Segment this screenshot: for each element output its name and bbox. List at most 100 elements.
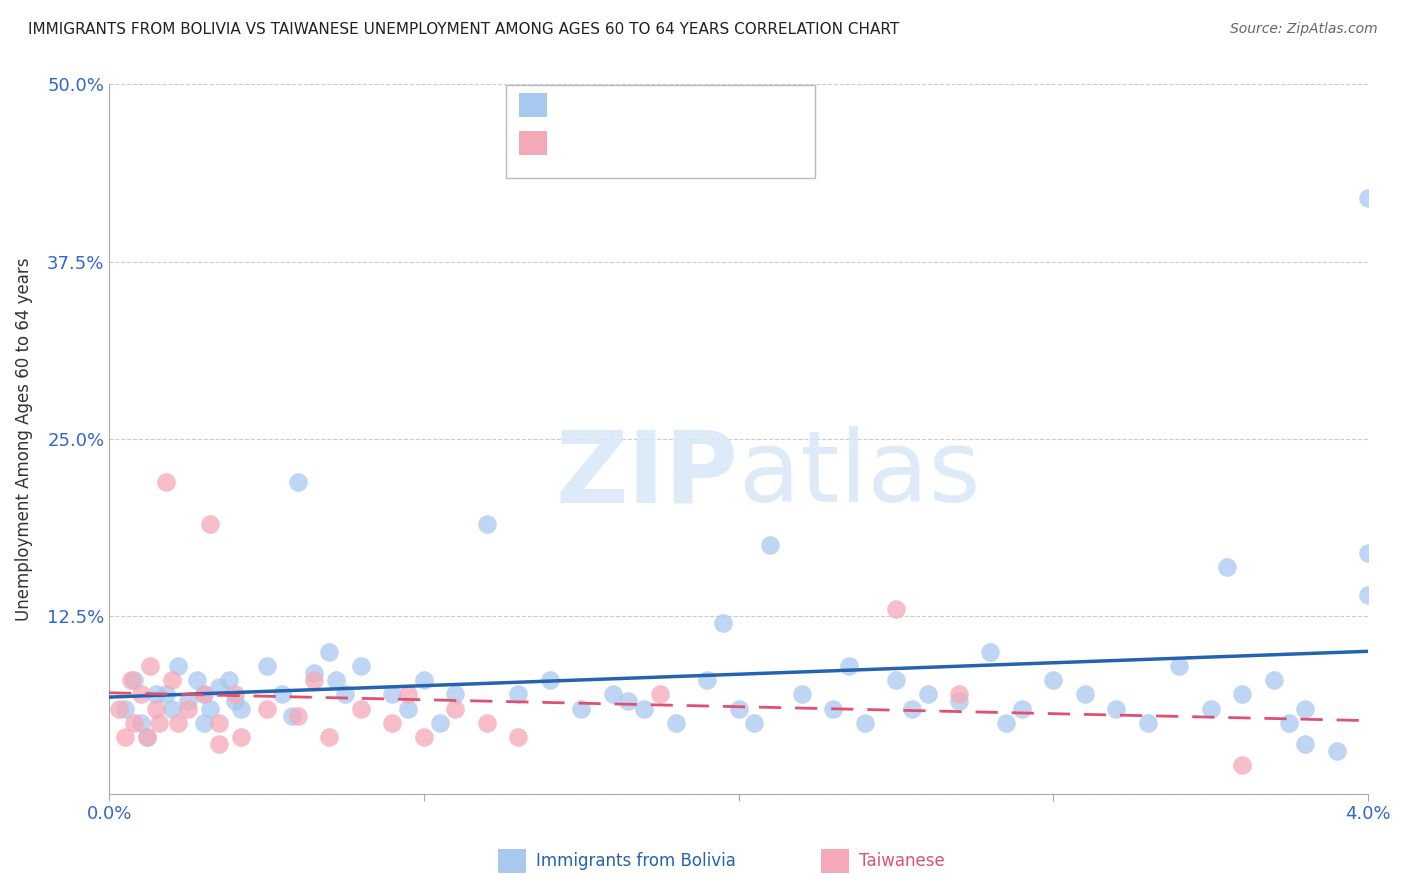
Point: [193, 715, 215, 730]
Text: Taiwanese: Taiwanese: [859, 852, 945, 870]
Point: [396, 687, 419, 701]
Point: [155, 475, 177, 489]
Point: [224, 687, 246, 701]
Point: [508, 687, 530, 701]
Text: R = 0.088: R = 0.088: [557, 132, 640, 150]
Point: [280, 708, 302, 723]
Text: N = 34: N = 34: [665, 132, 723, 150]
Point: [1074, 687, 1097, 701]
Point: [1294, 737, 1316, 751]
Text: Source: ZipAtlas.com: Source: ZipAtlas.com: [1230, 22, 1378, 37]
Point: [287, 475, 309, 489]
Point: [114, 701, 136, 715]
Point: [231, 701, 253, 715]
Point: [139, 659, 162, 673]
Point: [1357, 545, 1379, 559]
Point: [917, 687, 939, 701]
Text: N = 71: N = 71: [665, 94, 723, 112]
Point: [287, 708, 309, 723]
Point: [884, 673, 907, 688]
Point: [1011, 701, 1033, 715]
Point: [155, 687, 177, 701]
Point: [979, 645, 1001, 659]
Point: [475, 715, 498, 730]
Point: [145, 701, 167, 715]
Point: [325, 673, 347, 688]
Point: [444, 701, 467, 715]
Point: [696, 673, 718, 688]
Point: [1357, 191, 1379, 205]
Point: [208, 715, 231, 730]
Point: [853, 715, 876, 730]
Point: [648, 687, 671, 701]
Point: [148, 715, 170, 730]
Text: atlas: atlas: [738, 426, 980, 523]
Point: [114, 730, 136, 744]
Point: [135, 730, 157, 744]
Point: [569, 701, 592, 715]
Point: [318, 645, 340, 659]
Point: [167, 659, 190, 673]
Point: [193, 687, 215, 701]
Point: [1136, 715, 1159, 730]
Point: [884, 602, 907, 616]
Text: ZIP: ZIP: [555, 426, 738, 523]
Point: [396, 701, 419, 715]
Point: [120, 673, 142, 688]
Point: [256, 659, 278, 673]
Point: [350, 701, 373, 715]
Point: [129, 715, 152, 730]
Point: [412, 730, 434, 744]
Point: [1232, 758, 1254, 772]
Point: [900, 701, 922, 715]
Point: [948, 687, 970, 701]
Point: [198, 701, 221, 715]
Point: [135, 730, 157, 744]
Point: [198, 517, 221, 532]
Text: IMMIGRANTS FROM BOLIVIA VS TAIWANESE UNEMPLOYMENT AMONG AGES 60 TO 64 YEARS CORR: IMMIGRANTS FROM BOLIVIA VS TAIWANESE UNE…: [28, 22, 900, 37]
Point: [107, 701, 129, 715]
Point: [1263, 673, 1285, 688]
Text: Immigrants from Bolivia: Immigrants from Bolivia: [536, 852, 735, 870]
Point: [177, 701, 200, 715]
Point: [160, 701, 183, 715]
Point: [759, 538, 782, 552]
Point: [1278, 715, 1301, 730]
Point: [665, 715, 688, 730]
Point: [1168, 659, 1191, 673]
Point: [1105, 701, 1128, 715]
Point: [633, 701, 655, 715]
Point: [231, 730, 253, 744]
Point: [145, 687, 167, 701]
Point: [727, 701, 749, 715]
Point: [823, 701, 845, 715]
Point: [256, 701, 278, 715]
Point: [167, 715, 190, 730]
Point: [1215, 559, 1237, 574]
Point: [444, 687, 467, 701]
Point: [838, 659, 860, 673]
Point: [1199, 701, 1222, 715]
Point: [995, 715, 1018, 730]
Point: [412, 673, 434, 688]
Point: [193, 687, 215, 701]
Text: R = 0.302: R = 0.302: [557, 94, 640, 112]
Point: [186, 673, 208, 688]
Point: [335, 687, 357, 701]
Point: [1042, 673, 1064, 688]
Point: [302, 666, 325, 681]
Point: [948, 694, 970, 708]
Point: [1294, 701, 1316, 715]
Point: [602, 687, 624, 701]
Point: [160, 673, 183, 688]
Point: [1357, 588, 1379, 602]
Point: [208, 737, 231, 751]
Point: [475, 517, 498, 532]
Point: [224, 694, 246, 708]
Point: [218, 673, 240, 688]
Point: [429, 715, 451, 730]
Point: [711, 616, 734, 631]
Point: [1326, 744, 1348, 758]
Point: [124, 715, 146, 730]
Point: [208, 681, 231, 695]
